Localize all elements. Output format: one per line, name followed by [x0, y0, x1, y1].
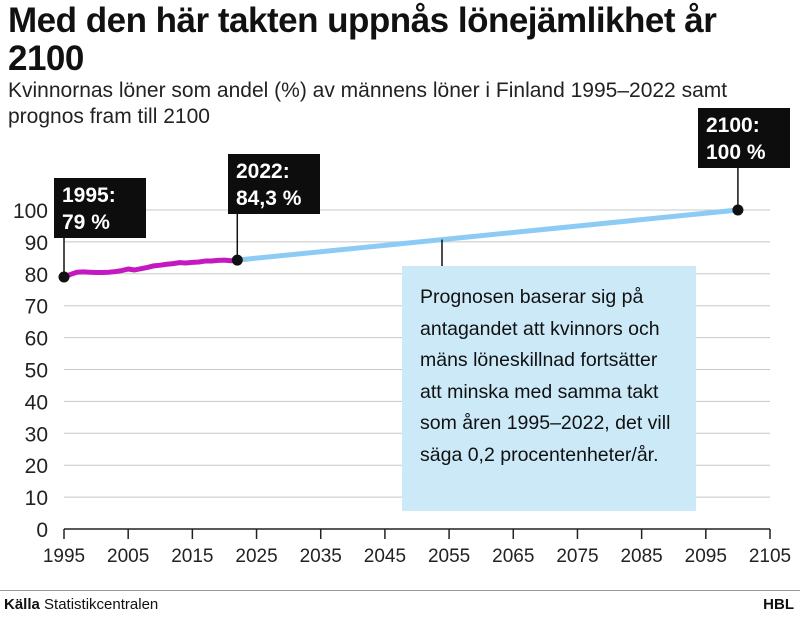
callout-value: 84,3 %	[236, 187, 302, 210]
y-tick-label: 90	[25, 232, 48, 255]
y-tick-label: 30	[25, 423, 48, 446]
x-tick-label: 2025	[235, 546, 277, 567]
y-tick-label: 10	[25, 487, 48, 510]
source-text: Statistikcentralen	[44, 596, 159, 613]
y-tick-label: 20	[25, 455, 48, 478]
x-tick-label: 2075	[556, 546, 598, 567]
callout-box	[698, 108, 790, 168]
callout-value: 79 %	[62, 211, 110, 234]
actual-line	[61, 257, 240, 280]
y-tick-label: 0	[36, 519, 48, 542]
callout-label: 2022:	[236, 160, 290, 183]
x-tick-label: 2045	[364, 546, 406, 567]
x-tick-label: 2035	[300, 546, 342, 567]
x-tick-label: 2015	[171, 546, 213, 567]
x-tick-label: 2105	[749, 546, 791, 567]
y-tick-label: 100	[13, 200, 48, 223]
brand-logo: HBL	[763, 596, 794, 613]
callout-label: 2100:	[706, 114, 760, 137]
x-tick-label: 2055	[428, 546, 470, 567]
source-label: Källa	[4, 596, 40, 613]
data-series	[61, 207, 741, 280]
annotations: 1995: 79 % 2022: 84,3 % 2100: 100 %	[54, 108, 790, 283]
data-point-marker	[58, 271, 70, 283]
x-tick-label: 1995	[43, 546, 85, 567]
chart-subtitle: Kvinnornas löner som andel (%) av männen…	[8, 79, 728, 128]
x-tick-label: 2065	[492, 546, 534, 567]
callout-box	[228, 154, 320, 214]
y-tick-label: 50	[25, 360, 48, 383]
source: Källa Statistikcentralen	[4, 596, 158, 613]
x-tick-label: 2085	[620, 546, 662, 567]
y-tick-label: 40	[25, 391, 48, 414]
x-tick-label: 2005	[107, 546, 149, 567]
y-axis-tick-labels: 0 10 20 30 40 50 60 70 80 90 100	[13, 200, 48, 542]
x-tick-label: 2095	[685, 546, 727, 567]
forecast-note: Prognosen baserar sig på antagandet att …	[402, 266, 696, 511]
data-point-marker	[732, 204, 744, 216]
data-point-marker	[231, 254, 243, 266]
callout-label: 1995:	[62, 184, 116, 207]
callout-value: 100 %	[706, 141, 766, 164]
chart-title: Med den här takten uppnås lönejämlikhet …	[8, 1, 717, 78]
y-tick-label: 60	[25, 328, 48, 351]
callout-box	[54, 178, 146, 238]
x-axis-tick-labels: 1995 2005 2015 2025 2035 2045 2055 2065 2075 2085…	[43, 529, 791, 567]
footer-divider	[0, 590, 800, 591]
forecast-line	[234, 207, 741, 263]
y-tick-label: 80	[25, 264, 48, 287]
y-tick-label: 70	[25, 296, 48, 319]
